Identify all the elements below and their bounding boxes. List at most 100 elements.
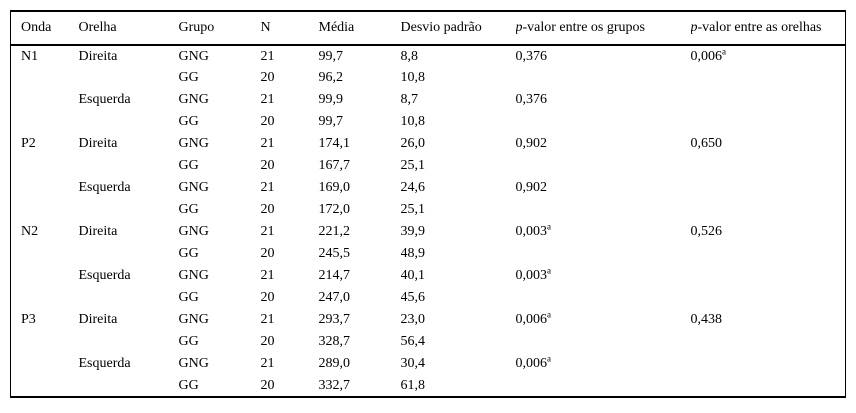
cell-onda [11, 265, 79, 287]
grupo-value: GG [178, 290, 199, 305]
cell-orelha [79, 243, 179, 265]
table-row: Esquerda GNG 21 214,7 40,1 0,003a [11, 265, 846, 287]
cell-onda [11, 375, 79, 397]
cell-n: 20 [261, 67, 319, 89]
table-row: GG 20 172,0 25,1 [11, 199, 846, 221]
cell-p-valor-grupos [516, 331, 691, 353]
anova-results-table: Onda Orelha Grupo N Média Desvio padrão … [10, 10, 846, 398]
cell-grupo: GNG [179, 45, 261, 67]
cell-orelha [79, 67, 179, 89]
cell-grupo: GG [179, 199, 261, 221]
cell-p-valor-orelhas [691, 199, 846, 221]
orelha-value: Direita [78, 312, 118, 327]
column-header-desvio-padrao: Desvio padrão [401, 11, 516, 45]
cell-desvio-padrao: 10,8 [401, 67, 516, 89]
table-row: P2 Direita GNG 21 174,1 26,0 0,902 0,650 [11, 133, 846, 155]
cell-onda [11, 199, 79, 221]
cell-p-valor-orelhas [691, 265, 846, 287]
cell-desvio-padrao: 24,6 [401, 177, 516, 199]
cell-grupo: GNG [179, 309, 261, 331]
cell-desvio-padrao: 23,0 [401, 309, 516, 331]
orelha-value: Esquerda [78, 180, 131, 195]
orelha-value: Direita [78, 224, 118, 239]
column-header-onda: Onda [11, 11, 79, 45]
media-value: 214,7 [318, 268, 351, 283]
header-row: Onda Orelha Grupo N Média Desvio padrão … [11, 11, 846, 45]
cell-onda [11, 155, 79, 177]
cell-grupo: GNG [179, 221, 261, 243]
cell-p-valor-orelhas [691, 111, 846, 133]
cell-orelha: Direita [79, 45, 179, 67]
cell-onda [11, 67, 79, 89]
cell-orelha [79, 375, 179, 397]
header-text: -valor entre os grupos [522, 20, 645, 35]
cell-p-valor-orelhas: 0,526 [691, 221, 846, 243]
cell-desvio-padrao: 10,8 [401, 111, 516, 133]
desvio-value: 10,8 [400, 114, 426, 129]
cell-media: 328,7 [319, 331, 401, 353]
cell-onda [11, 111, 79, 133]
cell-p-valor-orelhas [691, 243, 846, 265]
cell-n: 20 [261, 111, 319, 133]
header-text: Onda [21, 20, 52, 35]
cell-grupo: GG [179, 155, 261, 177]
cell-p-valor-grupos: 0,376 [516, 89, 691, 111]
grupo-value: GG [178, 114, 199, 129]
n-value: 20 [260, 202, 275, 217]
desvio-value: 24,6 [400, 180, 426, 195]
cell-desvio-padrao: 39,9 [401, 221, 516, 243]
cell-grupo: GG [179, 287, 261, 309]
cell-orelha: Esquerda [79, 89, 179, 111]
onda-value: P2 [21, 136, 36, 151]
cell-p-valor-orelhas [691, 89, 846, 111]
cell-onda [11, 177, 79, 199]
grupo-value: GNG [178, 48, 209, 64]
table-row: N2 Direita GNG 21 221,2 39,9 0,003a 0,52… [11, 221, 846, 243]
table-body: N1 Direita GNG 21 99,7 8,8 0,376 0,006a … [11, 45, 846, 397]
cell-onda [11, 243, 79, 265]
cell-p-valor-orelhas [691, 155, 846, 177]
cell-orelha: Direita [79, 221, 179, 243]
cell-media: 289,0 [319, 353, 401, 375]
p-grupos-value: 0,376 [515, 92, 548, 107]
column-header-p-valor-grupos: p-valor entre os grupos [516, 11, 691, 45]
grupo-value: GNG [178, 224, 209, 239]
orelha-value: Esquerda [78, 268, 131, 283]
cell-desvio-padrao: 30,4 [401, 353, 516, 375]
cell-orelha: Esquerda [79, 353, 179, 375]
grupo-value: GNG [178, 268, 209, 283]
desvio-value: 61,8 [400, 377, 426, 393]
cell-onda [11, 287, 79, 309]
significance-superscript: a [722, 45, 726, 56]
p-grupos-value: 0,003 [515, 268, 548, 283]
cell-onda [11, 331, 79, 353]
media-value: 221,2 [318, 224, 351, 239]
cell-desvio-padrao: 8,8 [401, 45, 516, 67]
media-value: 247,0 [318, 290, 351, 305]
cell-n: 21 [261, 133, 319, 155]
cell-grupo: GNG [179, 353, 261, 375]
cell-p-valor-grupos: 0,902 [516, 177, 691, 199]
orelha-value: Direita [78, 136, 118, 151]
desvio-value: 30,4 [400, 356, 426, 371]
n-value: 20 [260, 290, 275, 305]
cell-p-valor-grupos: 0,006a [516, 309, 691, 331]
cell-grupo: GG [179, 67, 261, 89]
desvio-value: 8,8 [400, 48, 419, 64]
cell-media: 167,7 [319, 155, 401, 177]
cell-media: 169,0 [319, 177, 401, 199]
n-value: 20 [260, 70, 275, 85]
n-value: 20 [260, 246, 275, 261]
cell-n: 21 [261, 45, 319, 67]
header-italic-part: p [690, 20, 698, 35]
cell-onda: N2 [11, 221, 79, 243]
cell-p-valor-orelhas [691, 375, 846, 397]
cell-orelha: Direita [79, 133, 179, 155]
significance-superscript: a [547, 309, 551, 320]
p-grupos-value: 0,006 [515, 312, 548, 327]
cell-media: 332,7 [319, 375, 401, 397]
cell-orelha: Esquerda [79, 177, 179, 199]
cell-n: 21 [261, 89, 319, 111]
table-row: GG 20 332,7 61,8 [11, 375, 846, 397]
media-value: 99,7 [318, 114, 344, 129]
